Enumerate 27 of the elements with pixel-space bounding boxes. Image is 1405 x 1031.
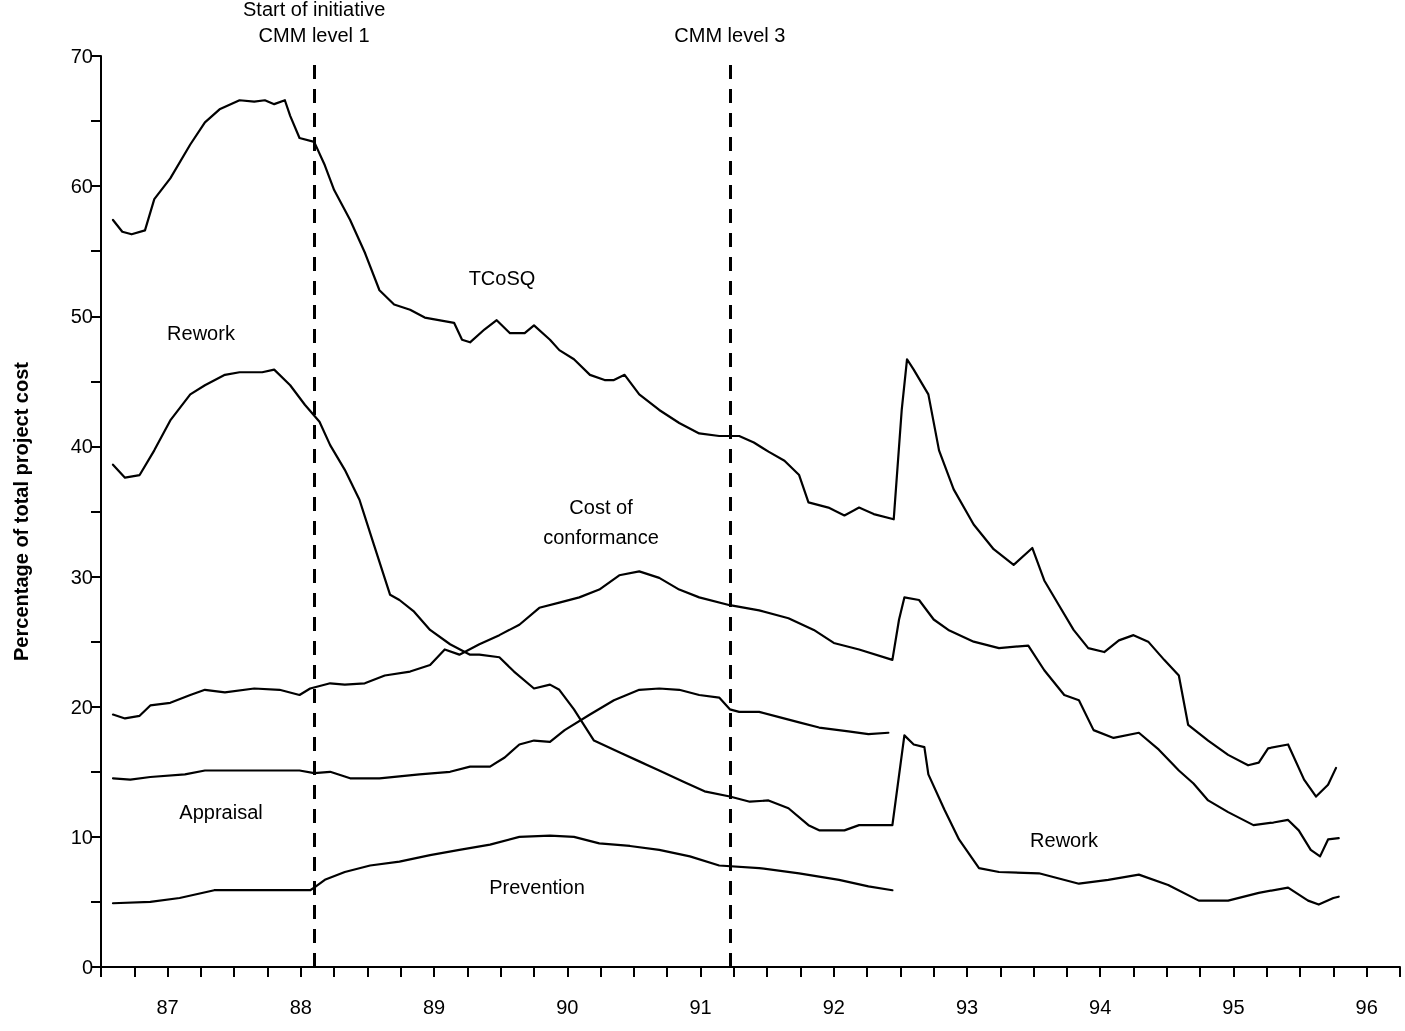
- y-tick-label: 20: [70, 695, 93, 718]
- ref-line-label: Start of initiative CMM level 1: [243, 0, 386, 46]
- series-label: Cost of conformance: [543, 496, 659, 548]
- x-tick-label: 88: [289, 996, 312, 1018]
- ref-line-label: CMM level 3: [674, 24, 786, 46]
- y-tick-label: 60: [70, 175, 93, 198]
- x-tick-label: 96: [1355, 996, 1378, 1018]
- x-tick-label: 95: [1222, 996, 1245, 1018]
- x-tick-label: 92: [822, 996, 845, 1018]
- y-axis-title: Percentage of total project cost: [10, 361, 32, 661]
- x-tick-label: 93: [955, 996, 979, 1018]
- x-tick-label: 90: [556, 996, 579, 1018]
- y-tick-label: 10: [70, 825, 93, 848]
- y-tick-label: 50: [70, 305, 93, 328]
- text: Rework: [167, 322, 235, 344]
- series-label: Rework: [1030, 829, 1099, 851]
- y-tick-label: 0: [81, 956, 93, 978]
- x-tick-label: 94: [1089, 996, 1112, 1018]
- x-tick-label: 91: [689, 996, 712, 1018]
- series-label: Prevention: [489, 876, 585, 898]
- y-tick-label: 40: [70, 435, 93, 458]
- x-tick-label: 87: [156, 996, 179, 1018]
- series-label: TCoSQ: [468, 267, 536, 289]
- y-tick-label: 30: [70, 565, 93, 588]
- x-tick-label: 89: [422, 996, 446, 1018]
- y-tick-label: 70: [70, 45, 93, 67]
- series-label: Appraisal: [179, 801, 263, 823]
